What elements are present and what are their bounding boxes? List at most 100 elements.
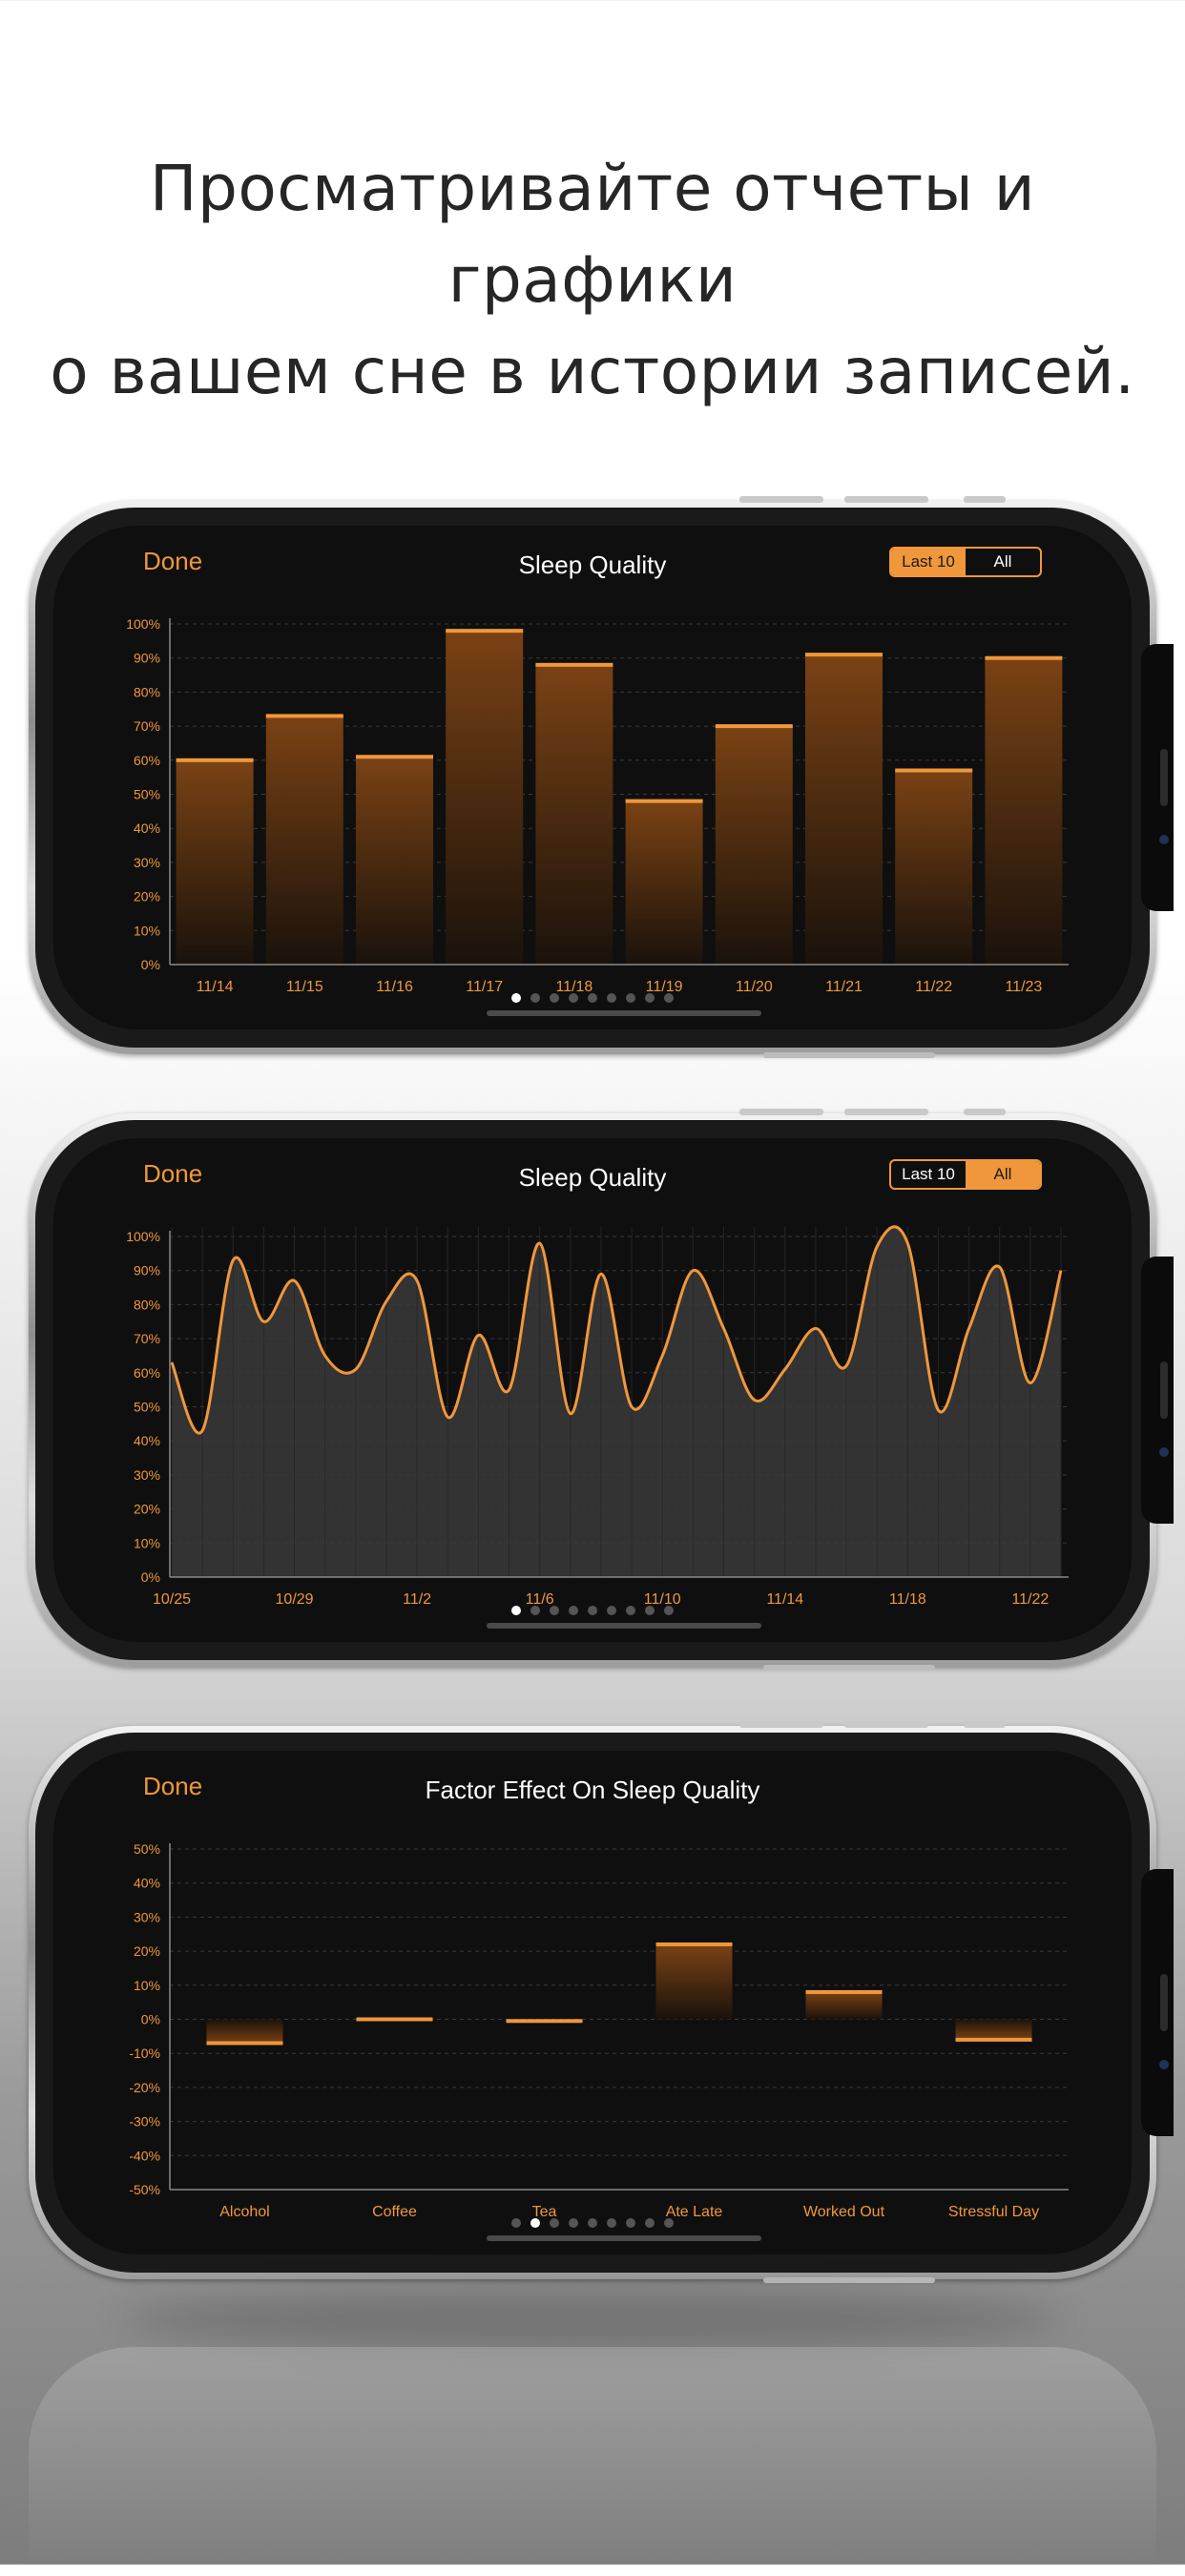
page-dot[interactable] (550, 2218, 559, 2228)
y-tick-label: -50% (129, 2182, 160, 2197)
page-dot[interactable] (664, 993, 674, 1003)
page-dot[interactable] (530, 1606, 540, 1615)
done-button[interactable]: Done (143, 1772, 203, 1800)
page-dot[interactable] (607, 1606, 616, 1615)
page-dot[interactable] (607, 993, 616, 1003)
bar (176, 759, 254, 965)
y-tick-label: 100% (126, 1229, 160, 1244)
y-tick-label: 10% (134, 1978, 160, 1993)
side-notch (1141, 1257, 1174, 1524)
page-dot[interactable] (569, 1606, 578, 1615)
page-indicator[interactable] (53, 993, 1132, 1005)
bar (446, 631, 524, 965)
done-button[interactable]: Done (143, 547, 203, 575)
data-point (447, 1416, 448, 1418)
data-point (906, 1242, 908, 1244)
y-tick-label: 60% (134, 1365, 160, 1381)
y-tick-label: 40% (134, 1433, 160, 1448)
data-point (171, 1361, 173, 1363)
y-tick-label: 30% (134, 855, 160, 870)
volume-button (739, 1109, 823, 1115)
phone-frame-3: Done Factor Effect On Sleep Quality -50%… (29, 1721, 1174, 2283)
x-tick-label: 11/19 (646, 979, 683, 995)
segment-last-10[interactable]: Last 10 (891, 549, 966, 575)
home-indicator[interactable] (487, 1623, 761, 1629)
page-dot[interactable] (550, 993, 559, 1003)
page-dot[interactable] (550, 1606, 559, 1615)
bar (805, 1991, 883, 2020)
y-tick-label: 80% (134, 1297, 160, 1312)
x-tick-label: Worked Out (803, 2204, 885, 2220)
bar-cap (535, 662, 613, 667)
page-dot[interactable] (588, 993, 597, 1003)
page-dot[interactable] (588, 1606, 597, 1615)
page-dot[interactable] (530, 2218, 540, 2228)
page-dot[interactable] (645, 1606, 655, 1615)
page-dot[interactable] (626, 1606, 635, 1615)
data-point (324, 1355, 326, 1357)
page-indicator[interactable] (53, 1606, 1132, 1617)
data-point (754, 1399, 756, 1401)
y-tick-label: 20% (134, 889, 160, 904)
y-tick-label: 20% (134, 1502, 160, 1517)
segment-control: Last 10 All (889, 1159, 1042, 1190)
page-dot[interactable] (530, 993, 540, 1003)
bar (715, 726, 793, 965)
chart-title: Factor Effect On Sleep Quality (425, 1776, 760, 1804)
page-dot[interactable] (569, 2218, 578, 2228)
page-dot[interactable] (607, 2218, 616, 2228)
bar (985, 657, 1063, 965)
page-dot[interactable] (626, 2218, 635, 2228)
data-point (631, 1406, 633, 1407)
phone-frame-2: Done Sleep Quality Last 10 All 0% 10% 20% 3… (29, 1109, 1174, 1671)
page-dot[interactable] (664, 1606, 674, 1615)
segment-all[interactable]: All (966, 1161, 1040, 1188)
bar-cap (655, 1942, 733, 1946)
headline-line-2: о вашем сне в истории записей. (50, 335, 1135, 408)
phone-shadow (124, 2290, 1061, 2347)
segment-last-10[interactable]: Last 10 (902, 1165, 955, 1183)
page-dot[interactable] (569, 993, 578, 1003)
power-button (763, 1052, 935, 1058)
x-tick-label: 11/21 (825, 979, 863, 995)
sleep-quality-bar-chart: 0% 10% 20% 30% 40% 50% 60% 70% 80% 90% 100% 11/14 11… (126, 616, 1069, 995)
screen-3: Done Factor Effect On Sleep Quality -50%… (53, 1751, 1132, 2254)
power-button (763, 2277, 935, 2283)
y-tick-label: 40% (134, 1876, 160, 1891)
volume-button (844, 1721, 928, 1728)
bar-cap (985, 655, 1063, 660)
page-dot[interactable] (645, 2218, 655, 2228)
x-tick-label: 11/10 (644, 1591, 681, 1608)
data-point (294, 1279, 296, 1281)
y-tick-label: 90% (134, 1263, 160, 1278)
home-indicator[interactable] (487, 1010, 761, 1016)
page-indicator[interactable] (53, 2218, 1132, 2230)
page-dot[interactable] (664, 2218, 674, 2228)
page-dot[interactable] (511, 993, 521, 1003)
data-point (1060, 1270, 1062, 1272)
page-dot[interactable] (511, 2218, 521, 2228)
data-point (355, 1368, 357, 1370)
x-tick-label: 11/15 (286, 979, 323, 995)
y-tick-label: 30% (134, 1467, 160, 1483)
page-dot[interactable] (645, 993, 655, 1003)
data-point (937, 1409, 939, 1411)
bar-cap (804, 653, 884, 657)
side-notch (1141, 644, 1174, 911)
page-dot[interactable] (626, 993, 635, 1003)
segment-all[interactable]: All (993, 552, 1012, 571)
done-button[interactable]: Done (143, 1159, 203, 1188)
home-indicator[interactable] (487, 2235, 761, 2241)
page-dot[interactable] (511, 1606, 521, 1615)
chart-title: Sleep Quality (518, 551, 667, 579)
data-point (232, 1259, 234, 1261)
data-point (600, 1273, 602, 1275)
data-point (661, 1355, 663, 1357)
page-dot[interactable] (588, 2218, 597, 2228)
y-tick-label: 60% (134, 753, 160, 768)
mute-switch (964, 496, 1006, 503)
x-tick-label: 11/22 (915, 979, 952, 995)
y-tick-label: 80% (134, 684, 160, 699)
y-tick-label: -30% (129, 2114, 160, 2129)
y-tick-label: -40% (129, 2148, 160, 2163)
